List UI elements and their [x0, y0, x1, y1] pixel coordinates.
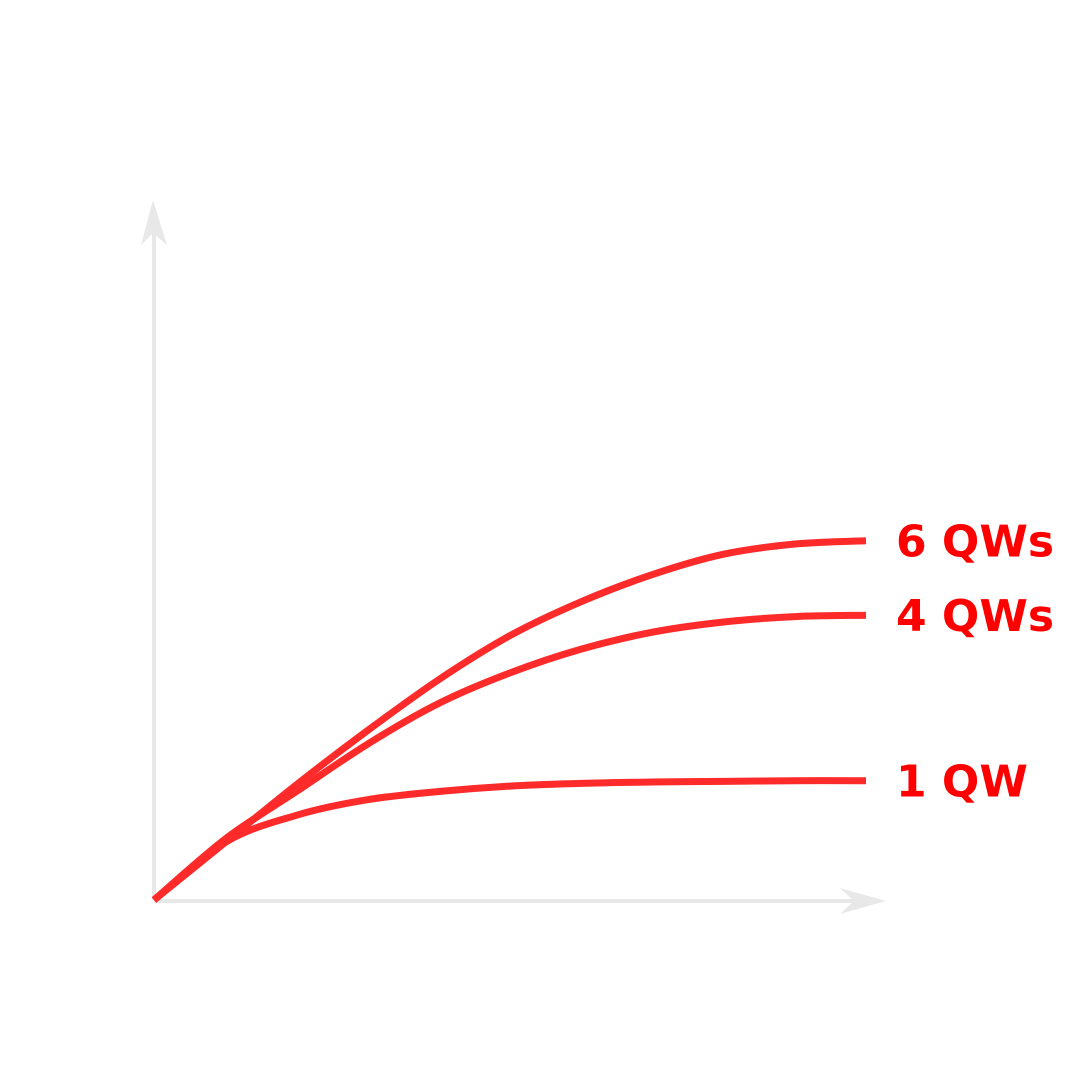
series-line-2 — [151, 777, 867, 903]
series-line-1 — [151, 611, 867, 903]
series-label-0: 6 QWs — [896, 517, 1054, 568]
series-label-2: 1 QW — [896, 757, 1028, 808]
series-label-1: 4 QWs — [896, 591, 1054, 642]
series-line-0 — [151, 537, 867, 903]
axes — [141, 200, 886, 914]
series-layer — [151, 537, 867, 903]
y-axis-arrowhead — [141, 200, 167, 245]
label-layer: 6 QWs 4 QWs 1 QW — [896, 517, 1054, 808]
x-axis-arrowhead — [840, 888, 886, 914]
